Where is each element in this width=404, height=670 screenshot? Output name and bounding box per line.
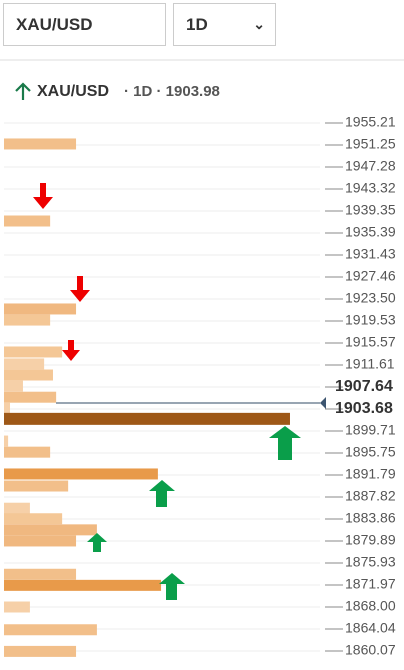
bar [4, 369, 53, 381]
timeframe-select[interactable]: 1D ⌄ [173, 3, 276, 46]
bar [4, 579, 162, 591]
bar [4, 513, 63, 525]
bar [4, 402, 11, 414]
bar [4, 502, 30, 514]
arrows [33, 183, 301, 600]
y-tick-label: 1947.28 [345, 158, 396, 174]
bar [4, 303, 77, 315]
y-tick-label: 1955.21 [345, 114, 396, 130]
bar [4, 468, 158, 480]
y-tick-label: 1899.71 [345, 422, 396, 438]
chart-subtitle: · 1D · 1903.98 [124, 83, 220, 100]
up-arrow [159, 573, 185, 600]
y-tick-label: 1927.46 [345, 268, 396, 284]
y-tick-label: 1939.35 [345, 202, 396, 218]
bar [4, 645, 77, 657]
bar [4, 601, 30, 613]
up-arrow [269, 426, 301, 460]
y-tick-label: 1879.89 [345, 532, 396, 548]
y-tick-label: 1875.93 [345, 554, 396, 570]
y-tick-label: 1891.79 [345, 466, 396, 482]
symbol-select[interactable]: XAU/USD [3, 3, 166, 46]
up-arrow [87, 533, 107, 552]
bar [4, 435, 9, 447]
timeframe-value: 1D [186, 15, 208, 34]
bar [4, 446, 51, 458]
price-marker [320, 396, 326, 409]
y-tick-label: 1887.82 [345, 488, 396, 504]
down-arrow [33, 183, 53, 209]
y-tick-label: 1903.68 [335, 400, 393, 417]
y-tick-label: 1895.75 [345, 444, 396, 460]
bar [4, 380, 23, 392]
y-tick-label: 1919.53 [345, 312, 396, 328]
y-tick-label: 1935.39 [345, 224, 396, 240]
bar [4, 624, 97, 636]
y-tick-label: 1943.32 [345, 180, 396, 196]
up-arrow [149, 480, 175, 507]
y-tick-label: 1951.25 [345, 136, 396, 152]
y-tick-label: 1931.43 [345, 246, 396, 262]
y-tick-label: 1883.86 [345, 510, 396, 526]
y-tick-label: 1868.00 [345, 598, 396, 614]
down-arrow [62, 340, 80, 361]
up-icon [15, 82, 31, 100]
bar [4, 215, 51, 227]
bar [4, 346, 63, 358]
chevron: ⌄ [253, 16, 265, 32]
chart-title: XAU/USD [37, 83, 109, 100]
bar [4, 535, 77, 547]
bar [4, 524, 97, 536]
y-tick-label: 1923.50 [345, 290, 396, 306]
y-tick-label: 1911.61 [345, 356, 395, 372]
y-tick-label: 1864.04 [345, 620, 396, 636]
down-arrow [70, 276, 90, 302]
y-tick-label: 1915.57 [345, 334, 396, 350]
y-tick-label: 1907.64 [335, 378, 393, 395]
bar [4, 568, 77, 580]
y-tick-label: 1860.07 [345, 642, 396, 658]
bar [4, 314, 51, 326]
bar [4, 480, 69, 492]
y-tick-label: 1871.97 [345, 576, 396, 592]
bar [4, 412, 290, 425]
bar [4, 138, 77, 150]
bar [4, 391, 57, 403]
bar [4, 358, 45, 370]
